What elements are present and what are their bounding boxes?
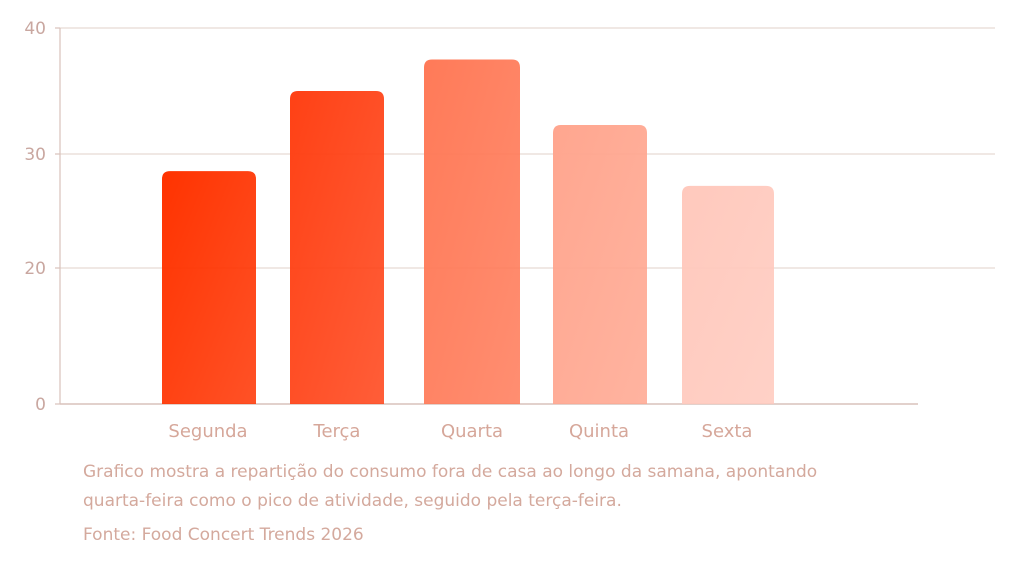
x-tick-label-segunda: Segunda (168, 421, 247, 442)
chart-svg: 0 20 30 40 Segunda Terça Quarta Quinta Sexta (24, 19, 995, 442)
bar-segunda (162, 171, 256, 404)
chart-caption: Grafico mostra a repartição do consumo f… (83, 458, 983, 516)
y-tick-label-40: 40 (24, 19, 46, 39)
bar-ter-a (290, 91, 384, 404)
x-tick-label-quinta: Quinta (569, 421, 629, 442)
bar-sexta (682, 185, 774, 404)
y-tick-label-20: 20 (24, 259, 46, 279)
x-tick-label-ter-a: Terça (313, 421, 361, 442)
caption-line-1: Grafico mostra a repartição do consumo f… (83, 462, 818, 482)
caption-line-2: quarta-feira como o pico de atividade, s… (83, 491, 622, 511)
bar-quinta (553, 125, 647, 405)
bar-quarta (424, 59, 520, 404)
bars (162, 59, 774, 405)
x-tick-label-quarta: Quarta (441, 421, 503, 442)
y-tick-label-30: 30 (24, 145, 46, 165)
x-tick-label-sexta: Sexta (702, 421, 753, 442)
chart-source: Fonte: Food Concert Trends 2026 (83, 525, 364, 545)
y-tick-label-0: 0 (35, 395, 46, 415)
bar-chart: 0 20 30 40 Segunda Terça Quarta Quinta Sexta (24, 19, 995, 442)
labels: 0 20 30 40 Segunda Terça Quarta Quinta Sexta (24, 19, 752, 442)
